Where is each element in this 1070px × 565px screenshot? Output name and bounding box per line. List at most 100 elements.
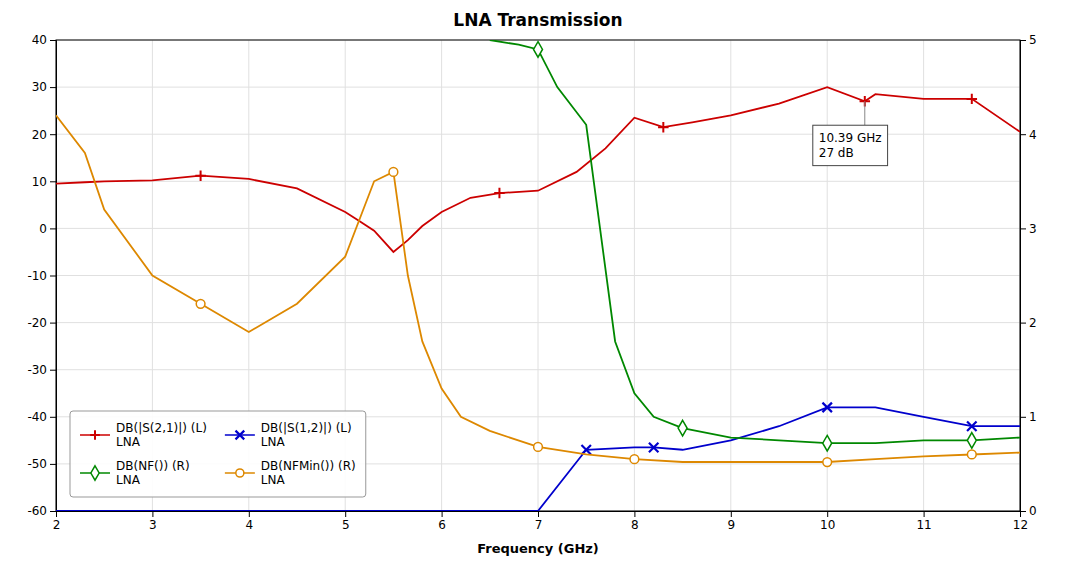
tick: 4: [1020, 128, 1037, 142]
grid-line-y: [56, 87, 1020, 88]
legend-label: DB(|S(2,1)|) (L)LNA: [116, 421, 207, 449]
tick-mark: [50, 323, 56, 324]
tick-mark: [442, 511, 443, 517]
tick: 5: [342, 511, 350, 532]
tick-label: 20: [32, 128, 47, 142]
tick-label: 2: [53, 518, 61, 532]
tick-mark: [1020, 511, 1026, 512]
chart-svg: 23456789101112-60-50-40-30-20-1001020304…: [0, 0, 1070, 565]
legend-entry: DB(NFMin()) (R)LNA: [225, 459, 356, 487]
grid-line-y: [56, 228, 1020, 229]
series-marker: [678, 420, 687, 436]
legend: DB(|S(2,1)|) (L)LNADB(|S(1,2)|) (L)LNADB…: [70, 411, 366, 497]
tick: 1: [1020, 410, 1037, 424]
tick-mark: [50, 87, 56, 88]
tick-mark: [50, 370, 56, 371]
legend-label: DB(NF()) (R)LNA: [116, 459, 190, 487]
tick-label: -30: [27, 363, 47, 377]
tick-label: 11: [916, 518, 931, 532]
axis-line: [1021, 41, 1027, 512]
legend-marker: [90, 430, 100, 440]
series-marker: [823, 458, 832, 467]
tick-label: 7: [535, 518, 543, 532]
tick-mark: [50, 276, 56, 277]
tick-label: 6: [438, 518, 446, 532]
annotation-text-line: 10.39 GHz: [819, 131, 882, 145]
series-marker: [649, 443, 658, 452]
tick-label: -10: [27, 269, 47, 283]
annotation: 10.39 GHz27 dB: [813, 101, 888, 165]
tick-mark: [50, 134, 56, 135]
legend-entry: DB(NF()) (R)LNA: [80, 459, 190, 487]
series-marker: [822, 403, 831, 412]
tick-mark: [1020, 417, 1026, 418]
tick-mark: [538, 511, 539, 517]
legend-label-line: DB(NF()) (R): [116, 459, 190, 473]
tick: 8: [631, 511, 639, 532]
chart-title: LNA Transmission: [453, 10, 622, 30]
y2-axis: 012345: [1020, 33, 1037, 518]
tick: 7: [535, 511, 543, 532]
series-marker: [195, 170, 205, 180]
series-line: [490, 40, 1020, 443]
tick-mark: [1020, 40, 1026, 41]
annotation-text: 10.39 GHz27 dB: [819, 131, 882, 159]
tick: 9: [727, 511, 735, 532]
tick-mark: [731, 511, 732, 517]
tick: 10: [32, 175, 56, 189]
tick: 10: [820, 511, 835, 532]
series-marker: [823, 435, 832, 451]
tick-mark: [50, 464, 56, 465]
tick-label: 10: [820, 518, 835, 532]
plot-frame: [56, 40, 1020, 511]
tick-mark: [50, 511, 56, 512]
tick-mark: [1020, 323, 1026, 324]
y-axis: -60-50-40-30-20-10010203040: [27, 33, 56, 518]
grid: [56, 40, 1020, 511]
tick: 11: [916, 511, 931, 532]
tick-label: 5: [1029, 33, 1037, 47]
tick: 6: [438, 511, 446, 532]
series-marker: [658, 122, 668, 132]
series-marker: [196, 299, 205, 308]
tick-label: 40: [32, 33, 47, 47]
series-marker: [494, 188, 504, 198]
annotation-text-line: 27 dB: [819, 146, 854, 160]
series-marker: [967, 94, 977, 104]
series-marker: [967, 421, 976, 430]
legend-label-line: LNA: [116, 473, 141, 487]
tick-mark: [249, 511, 250, 517]
tick: -10: [27, 269, 56, 283]
series-marker: [630, 455, 639, 464]
legend-label-line: LNA: [261, 435, 286, 449]
legend-label-line: LNA: [261, 473, 286, 487]
tick: 12: [1013, 511, 1028, 532]
tick-mark: [1020, 134, 1026, 135]
legend-box: [70, 411, 366, 497]
tick: 20: [32, 128, 56, 142]
tick: 3: [149, 511, 157, 532]
tick-label: 3: [1029, 222, 1037, 236]
x-axis-title: Frequency (GHz): [477, 541, 599, 556]
tick: -50: [27, 457, 56, 471]
series-line: [56, 87, 1020, 252]
tick: -20: [27, 316, 56, 330]
legend-entry: DB(|S(2,1)|) (L)LNA: [80, 421, 207, 449]
tick-label: 8: [631, 518, 639, 532]
tick: 40: [32, 33, 56, 47]
annotation-box: [813, 125, 888, 165]
tick: -40: [27, 410, 56, 424]
tick-label: 10: [32, 175, 47, 189]
tick-label: 4: [245, 518, 253, 532]
tick-label: -60: [27, 504, 47, 518]
series-marker: [534, 42, 543, 58]
tick-mark: [50, 40, 56, 41]
tick-mark: [634, 511, 635, 517]
plot-background: [56, 40, 1020, 511]
tick-mark: [152, 511, 153, 517]
tick: -30: [27, 363, 56, 377]
axis-line: [57, 512, 1021, 518]
tick-mark: [50, 181, 56, 182]
grid-line-y: [56, 322, 1020, 323]
tick-mark: [1020, 228, 1026, 229]
